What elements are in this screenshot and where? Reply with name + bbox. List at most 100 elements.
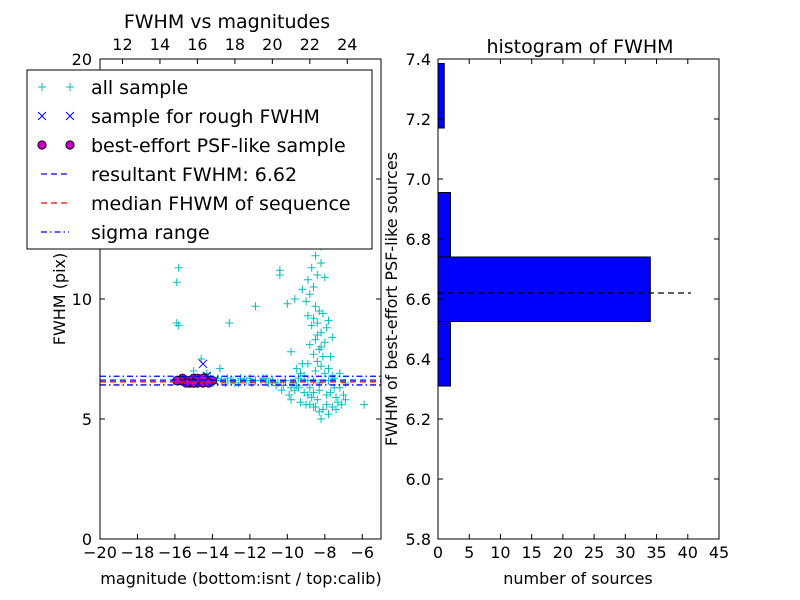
data-point xyxy=(324,316,333,325)
x-tick-label: 5 xyxy=(464,543,474,562)
y-tick-label: 20 xyxy=(72,50,92,69)
top-x-tick-label: 14 xyxy=(150,35,170,54)
data-point xyxy=(318,309,327,318)
data-point xyxy=(296,369,305,378)
data-point xyxy=(317,259,326,267)
data-point xyxy=(236,374,245,383)
legend-items: all sample sample for rough FWHM best-effo… xyxy=(37,77,351,244)
scatter-x-axis-label: magnitude (bottom:isnt / top:calib) xyxy=(100,569,381,588)
data-point xyxy=(360,400,369,409)
legend-marker-swatch xyxy=(65,111,75,121)
top-x-tick-label: 24 xyxy=(337,35,357,54)
top-x-tick-label: 16 xyxy=(187,35,207,54)
data-point xyxy=(315,379,324,387)
data-point xyxy=(303,275,312,284)
data-point xyxy=(324,410,333,419)
y-tick-label: 5 xyxy=(82,410,92,429)
data-point xyxy=(311,302,320,311)
data-point xyxy=(309,350,318,359)
legend-label: best-effort PSF-like sample xyxy=(91,135,346,157)
histogram-title: histogram of FWHM xyxy=(486,36,673,58)
data-point xyxy=(225,319,234,327)
data-point xyxy=(326,352,335,361)
y-tick-label: 6.2 xyxy=(406,410,431,429)
data-point xyxy=(287,347,296,356)
data-point xyxy=(318,405,327,414)
legend-label: sample for rough FWHM xyxy=(91,106,320,128)
histogram-bar xyxy=(437,256,651,322)
x-tick-label: −18 xyxy=(121,543,155,562)
data-point xyxy=(277,386,286,395)
y-tick-label: 6.4 xyxy=(406,350,431,369)
data-point xyxy=(305,400,314,409)
x-tick-label: −6 xyxy=(350,543,374,562)
data-point xyxy=(198,359,208,369)
data-point xyxy=(309,283,318,291)
data-point xyxy=(313,395,322,404)
y-tick-label: 6.8 xyxy=(406,230,431,249)
x-tick-label: −16 xyxy=(158,543,192,562)
data-point xyxy=(317,362,326,371)
data-point xyxy=(339,391,348,399)
top-x-tick-label: 22 xyxy=(300,35,320,54)
data-point xyxy=(264,379,273,387)
legend-marker-swatch xyxy=(38,83,46,91)
top-x-tick-label: 20 xyxy=(262,35,282,54)
legend-label: median FHWM of sequence xyxy=(91,193,351,215)
histogram-y-axis-label: FWHM of best-effort PSF-like sources xyxy=(382,152,401,446)
data-point xyxy=(341,395,350,404)
data-point xyxy=(317,415,326,423)
data-point xyxy=(315,386,324,395)
y-tick-label: 7.0 xyxy=(406,170,431,189)
data-point xyxy=(311,367,320,375)
data-point xyxy=(300,388,309,397)
histogram-x-axis-label: number of sources xyxy=(503,569,653,588)
x-tick-label: 10 xyxy=(490,543,510,562)
data-point xyxy=(320,369,329,378)
legend-entry: sample for rough FWHM xyxy=(37,106,320,128)
x-tick-label: 35 xyxy=(646,543,666,562)
data-point xyxy=(313,331,322,339)
data-point xyxy=(292,364,301,373)
data-point xyxy=(313,271,322,279)
x-tick-label: 30 xyxy=(615,543,635,562)
legend-label: resultant FWHM: 6.62 xyxy=(91,164,297,186)
legend-box xyxy=(26,69,373,250)
data-point xyxy=(313,357,322,366)
data-point xyxy=(307,393,316,402)
data-point xyxy=(313,319,322,327)
x-tick-label: 25 xyxy=(584,543,604,562)
data-point xyxy=(294,374,303,383)
legend-label: all sample xyxy=(91,77,188,99)
x-tick-label: 15 xyxy=(521,543,541,562)
data-point xyxy=(307,321,316,330)
legend-marker-swatch xyxy=(65,140,75,150)
legend-marker-swatch xyxy=(37,140,47,150)
data-point xyxy=(251,302,260,311)
data-point xyxy=(298,285,307,294)
data-point xyxy=(174,321,183,330)
y-tick-label: 7.2 xyxy=(406,110,431,129)
data-point xyxy=(320,273,329,282)
histogram-bar xyxy=(437,192,451,258)
histogram-panel: histogram of FWHM 0 5 10 15 20 25 30 35 40 45 5.8 6… xyxy=(382,36,729,588)
data-point xyxy=(328,333,337,342)
data-point xyxy=(330,374,339,383)
data-point xyxy=(318,352,327,361)
scatter-legend: all sample sample for rough FWHM best-effo… xyxy=(26,69,373,250)
data-point xyxy=(283,299,292,308)
data-point xyxy=(303,311,312,320)
histogram-bar xyxy=(437,321,451,387)
scatter-y-axis-label: FWHM (pix) xyxy=(50,253,69,346)
y-tick-label: 6.6 xyxy=(406,290,431,309)
data-point xyxy=(322,391,331,399)
data-point xyxy=(258,374,267,383)
y-tick-label: 10 xyxy=(72,290,92,309)
x-tick-label: 40 xyxy=(678,543,698,562)
histogram-ticks: 0 5 10 15 20 25 30 35 40 45 5.8 6.0 6.2 6.4 6.6 6.8 7.0 7… xyxy=(406,50,730,562)
scatter-marks xyxy=(100,79,381,423)
data-point xyxy=(302,297,311,306)
series-0 xyxy=(172,79,369,423)
data-point xyxy=(307,263,316,272)
